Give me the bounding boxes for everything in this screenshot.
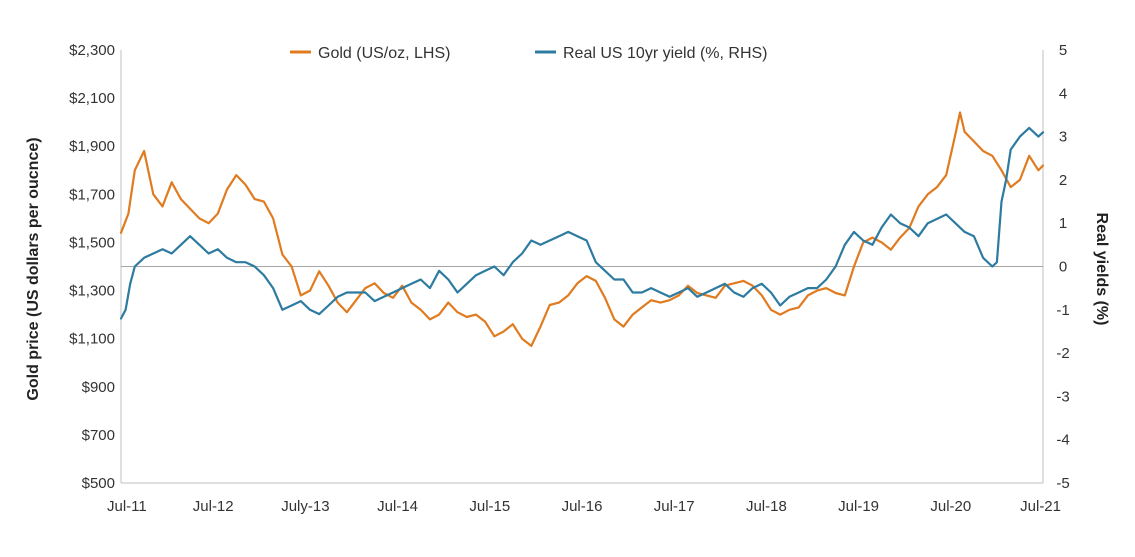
left-tick-label: $1,700 [69,186,115,203]
gold-series-line [119,111,1045,347]
right-tick-label: 1 [1059,215,1067,232]
right-tick-label: -1 [1056,302,1069,319]
left-tick-label: $700 [82,427,115,444]
left-axis-ticks: $2,300 $2,100 $1,900 $1,700 $1,500 $1,300 $1,1… [69,42,115,492]
right-tick-label: -4 [1056,432,1069,449]
x-tick-label: Jul-14 [377,498,418,515]
x-tick-label: Jul-19 [838,498,879,515]
left-tick-label: $500 [82,475,115,492]
right-tick-label: -3 [1056,388,1069,405]
x-tick-label: Jul-20 [930,498,971,515]
legend-gold-label: Gold (US/oz, LHS) [318,45,450,62]
left-axis-title: Gold price (US dollars per oucnce) [25,137,42,400]
left-tick-label: $1,300 [69,283,115,300]
right-tick-label: 4 [1059,85,1067,102]
right-tick-label: 0 [1059,259,1067,276]
x-tick-label: Jul-12 [193,498,234,515]
series-layer [119,111,1045,347]
right-tick-label: -2 [1056,345,1069,362]
right-axis-title: Real yields (%) [1093,213,1110,326]
x-tick-label: Jul-15 [469,498,510,515]
left-tick-label: $1,900 [69,138,115,155]
left-tick-label: $1,100 [69,331,115,348]
right-tick-label: 2 [1059,172,1067,189]
right-axis-ticks: 5 4 3 2 1 0 -1 -2 -3 -4 -5 [1056,42,1069,492]
x-tick-label: Jul-21 [1020,498,1061,515]
x-tick-label: Jul-11 [107,498,147,515]
right-tick-label: 5 [1059,42,1067,59]
legend: Gold (US/oz, LHS) Real US 10yr yield (%,… [290,45,768,62]
right-tick-label: 3 [1059,129,1067,146]
legend-yield-label: Real US 10yr yield (%, RHS) [563,45,768,62]
x-tick-label: July-13 [281,498,329,515]
left-tick-label: $1,500 [69,234,115,251]
x-tick-label: Jul-16 [562,498,603,515]
x-tick-label: Jul-17 [654,498,695,515]
x-axis-ticks: Jul-11 Jul-12 July-13 Jul-14 Jul-15 Jul-16 Jul… [107,498,1061,515]
left-tick-label: $2,300 [69,42,115,59]
real-yield-series-line [119,126,1045,320]
left-tick-label: $2,100 [69,90,115,107]
right-tick-label: -5 [1056,475,1069,492]
x-tick-label: Jul-18 [746,498,787,515]
left-tick-label: $900 [82,379,115,396]
